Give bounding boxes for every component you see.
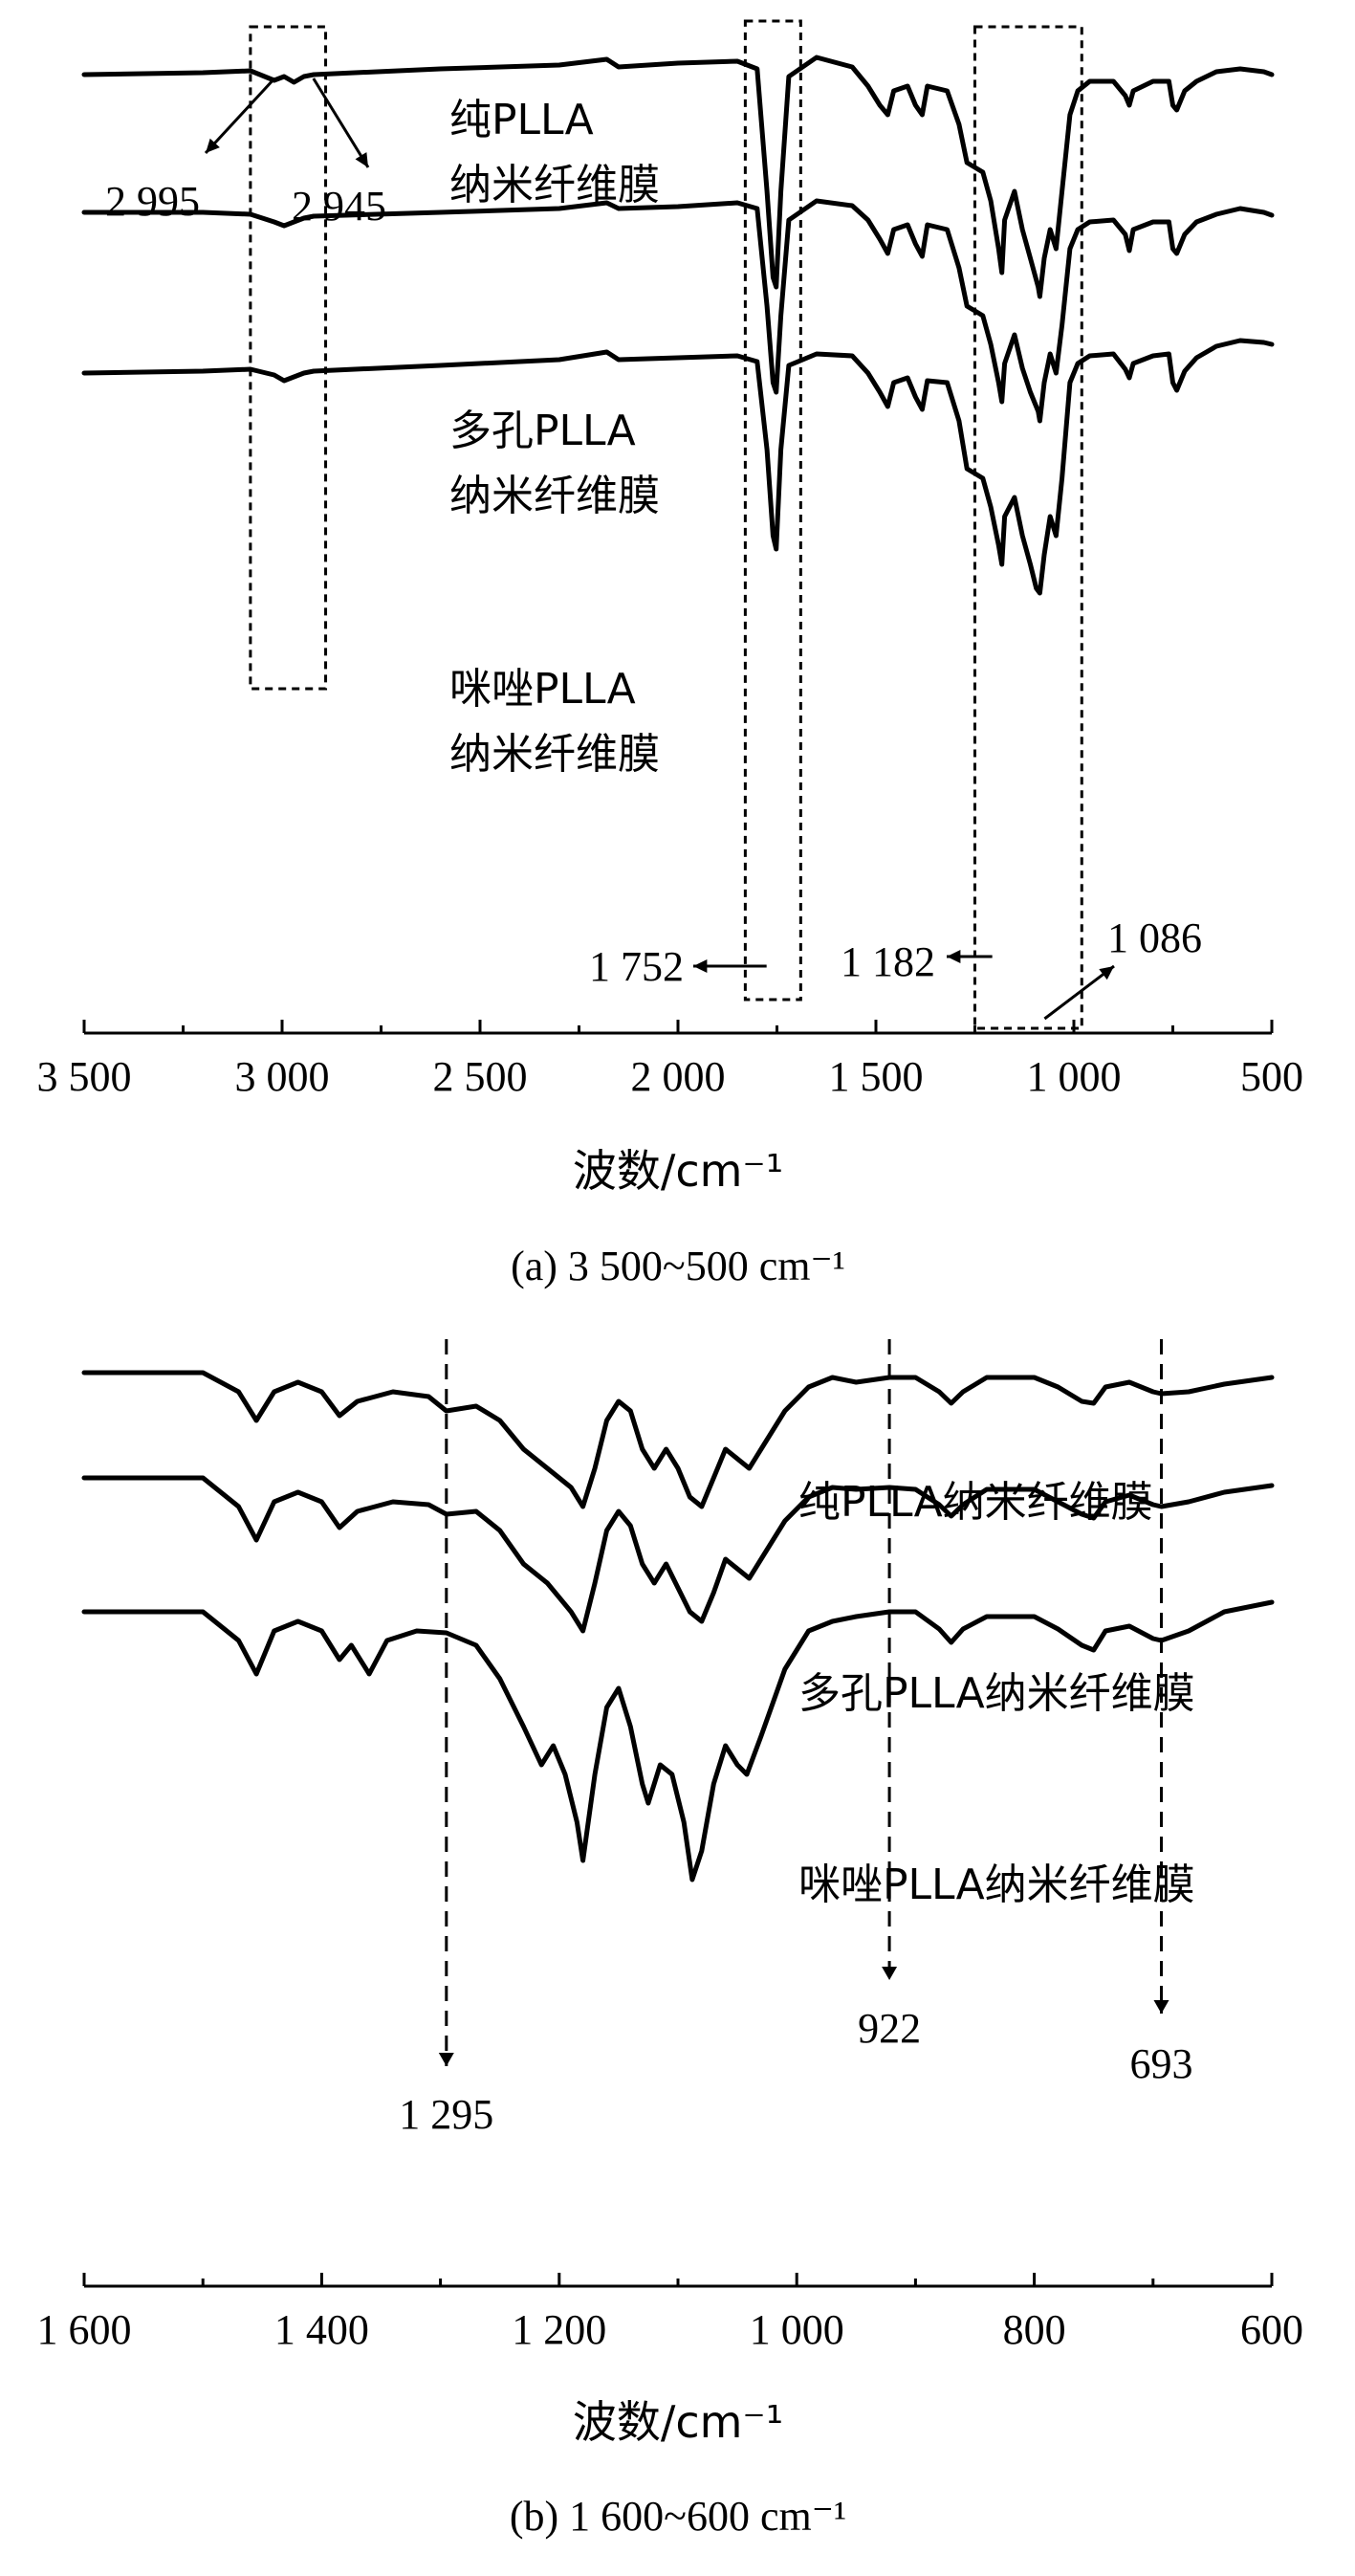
series-label: 多孔PLLA纳米纤维膜: [798, 1669, 1195, 1718]
arrow-head-icon: [1099, 966, 1114, 980]
x-tick-label: 1 200: [512, 2306, 606, 2353]
series-label: 咪唑PLLA: [449, 665, 636, 714]
peak-annotation: 2 995: [105, 178, 200, 225]
peak-annotation: 922: [858, 2005, 921, 2052]
arrow-head-icon: [438, 2053, 454, 2066]
x-tick-label: 1 400: [274, 2306, 369, 2353]
highlight-box: [973, 25, 1083, 1030]
series-line-1: [81, 55, 1275, 299]
peak-annotation: 1 295: [399, 2091, 493, 2138]
peak-annotation: 1 182: [841, 938, 935, 985]
x-tick-label: 3 000: [235, 1053, 330, 1100]
x-tick-label: 1 600: [37, 2306, 132, 2353]
x-axis-title-a: 波数/cm⁻¹: [573, 1145, 783, 1197]
series-line-3: [81, 1599, 1275, 1882]
x-tick-label: 1 000: [750, 2306, 844, 2353]
caption-b: (b) 1 600~600 cm⁻¹: [510, 2493, 846, 2540]
arrow-head-icon: [882, 1967, 898, 1980]
peak-annotation: 2 945: [292, 183, 386, 230]
x-tick-label: 1 500: [829, 1053, 924, 1100]
x-axis-title-b: 波数/cm⁻¹: [573, 2396, 783, 2448]
peak-annotation: 1 752: [589, 943, 684, 990]
annotation-arrow: [1043, 964, 1115, 1021]
series-line-2: [81, 1475, 1275, 1634]
series-line-1: [81, 1370, 1275, 1509]
arrow-head-icon: [693, 959, 708, 973]
arrow-head-icon: [1153, 2000, 1169, 2014]
x-tick-label: 800: [1003, 2306, 1066, 2353]
series-label: 纳米纤维膜: [449, 472, 660, 520]
peak-annotation: 693: [1129, 2040, 1192, 2087]
x-tick-label: 1 000: [1027, 1053, 1122, 1100]
x-tick-label: 600: [1240, 2306, 1303, 2353]
series-label: 纳米纤维膜: [449, 161, 660, 209]
series-label: 多孔PLLA: [449, 407, 636, 455]
arrow-head-icon: [206, 138, 220, 153]
peak-annotation: 1 086: [1107, 914, 1202, 961]
x-tick-label: 500: [1240, 1053, 1303, 1100]
annotation-arrow: [312, 77, 370, 168]
series-label: 咪唑PLLA纳米纤维膜: [798, 1860, 1195, 1909]
series-label: 纳米纤维膜: [449, 730, 660, 779]
annotation-arrow: [204, 77, 276, 155]
arrow-head-icon: [355, 152, 368, 167]
series-line-2: [81, 198, 1275, 424]
series-line-3: [81, 338, 1275, 596]
series-label: 纯PLLA纳米纤维膜: [798, 1478, 1153, 1527]
x-tick-label: 3 500: [37, 1053, 132, 1100]
x-tick-label: 2 000: [631, 1053, 726, 1100]
x-tick-label: 2 500: [433, 1053, 528, 1100]
highlight-box: [743, 19, 802, 1002]
arrow-head-icon: [947, 950, 961, 963]
highlight-box: [249, 25, 328, 691]
caption-a: (a) 3 500~500 cm⁻¹: [511, 1243, 845, 1289]
series-label: 纯PLLA: [449, 96, 594, 144]
